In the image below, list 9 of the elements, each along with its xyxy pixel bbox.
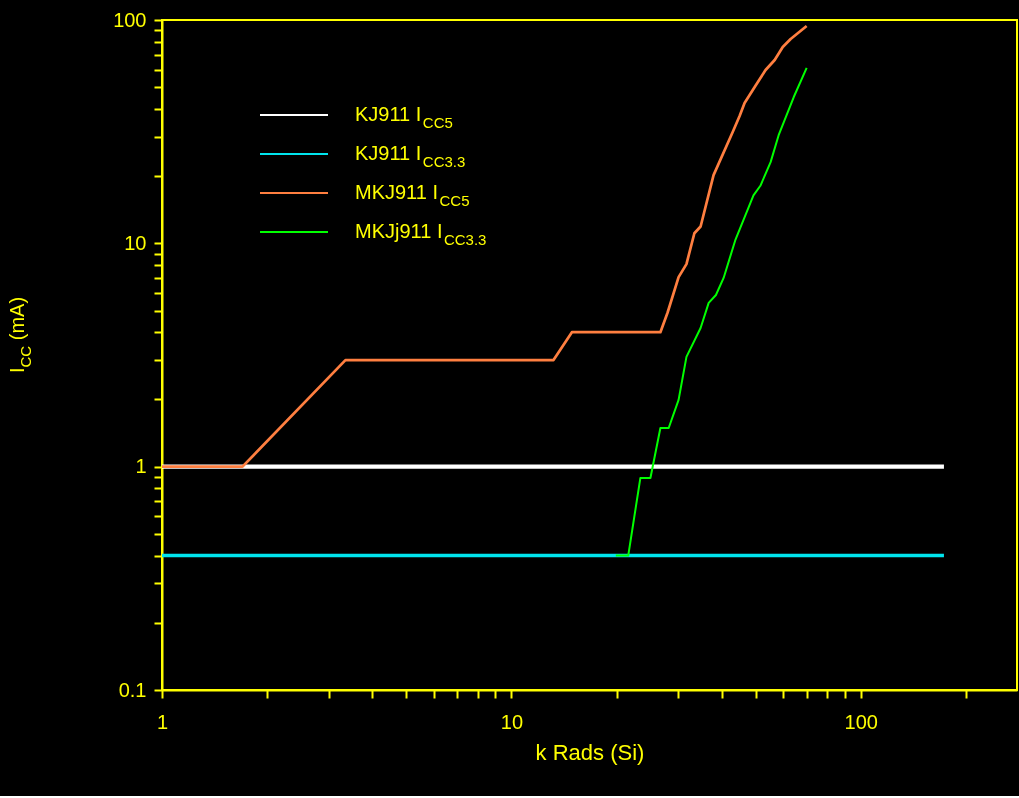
y-tick-label: 0.1 <box>118 678 147 701</box>
x-tick-label: 10 <box>500 710 524 733</box>
y-axis-title: ICC (mA) <box>6 296 34 374</box>
y-tick-label: 100 <box>113 8 147 31</box>
x-tick-label: 1 <box>156 710 169 733</box>
y-tick-label: 1 <box>135 455 147 478</box>
x-axis-title: k Rads (Si) <box>535 739 645 765</box>
y-tick-label: 10 <box>124 231 147 254</box>
x-tick-label: 100 <box>844 710 878 733</box>
